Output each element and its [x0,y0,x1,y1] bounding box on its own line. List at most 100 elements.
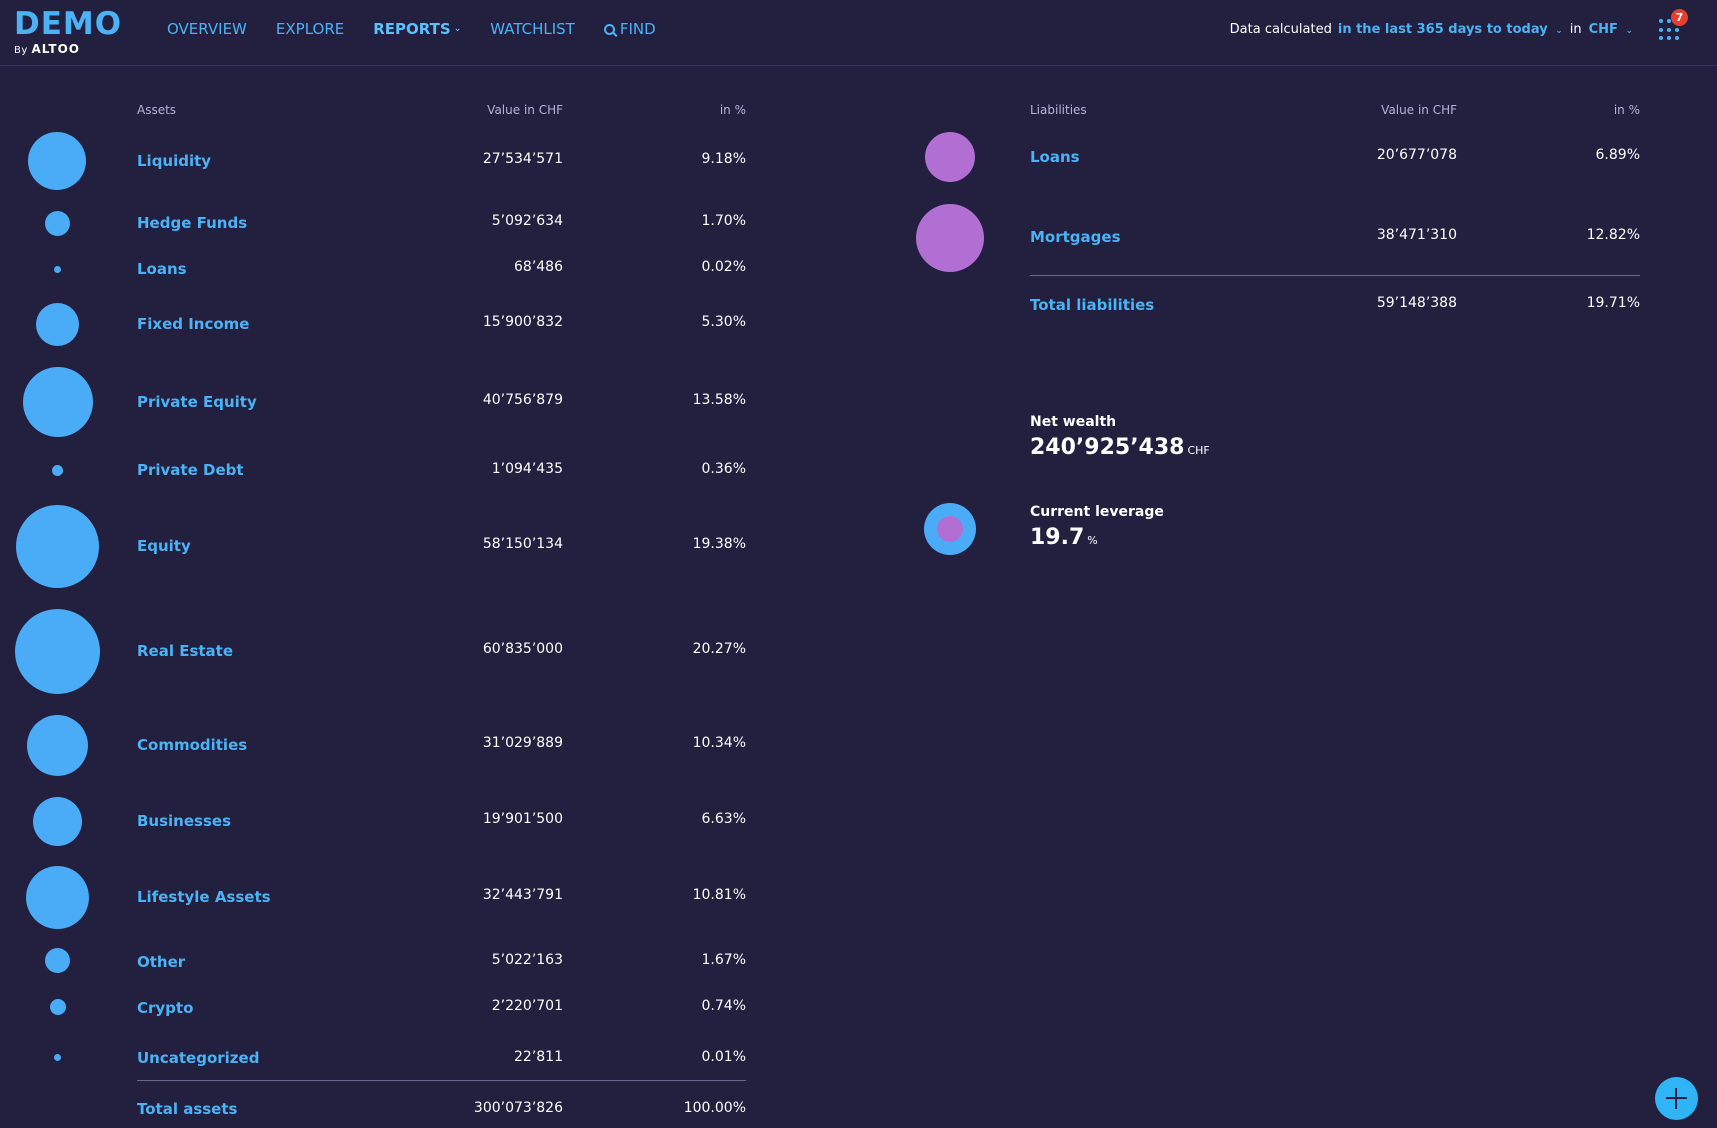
asset-bubble-loans[interactable] [54,266,61,273]
asset-pct-private-debt: 0.36% [701,461,746,477]
logo[interactable]: DEMO By ALTOO [14,7,122,56]
asset-bubble-liquidity[interactable] [28,132,86,190]
asset-row-private-equity[interactable]: Private Equity [137,393,257,411]
asset-bubble-private-equity[interactable] [23,367,93,437]
asset-row-liquidity[interactable]: Liquidity [137,152,212,170]
asset-row-hedge-funds[interactable]: Hedge Funds [137,214,248,232]
assets-divider [137,1080,746,1081]
asset-bubble-lifestyle-assets[interactable] [26,866,89,929]
asset-row-private-debt[interactable]: Private Debt [137,461,244,479]
asset-pct-hedge-funds: 1.70% [701,213,746,229]
grid-dot-icon [1659,19,1663,23]
assets-header-value: Value in CHF [487,103,563,117]
liabilities-header-pct: in % [1613,103,1640,117]
liability-bubble-mortgages[interactable] [916,204,984,272]
asset-row-fixed-income[interactable]: Fixed Income [137,315,250,333]
asset-value-hedge-funds: 5’092’634 [491,213,563,229]
liability-row-loans[interactable]: Loans [1030,148,1080,166]
currency-label: CHF [1588,22,1618,37]
asset-bubble-businesses[interactable] [33,797,82,846]
nav-reports-label: REPORTS [373,20,451,38]
asset-bubble-hedge-funds[interactable] [45,211,70,236]
top-bar: DEMO By ALTOO OVERVIEW EXPLORE REPORTS ⌄… [0,0,1717,66]
asset-row-real-estate[interactable]: Real Estate [137,642,234,660]
asset-row-lifestyle-assets[interactable]: Lifestyle Assets [137,888,271,906]
chevron-down-icon: ⌄ [1555,26,1563,36]
period-dropdown[interactable]: in the last 365 days to today ⌄ [1338,22,1563,37]
logo-sub: By ALTOO [14,42,122,56]
grid-dot-icon [1667,19,1671,23]
liability-value-total: 59’148’388 [1376,295,1457,311]
asset-bubble-commodities[interactable] [27,715,88,776]
logo-main: DEMO [14,6,123,42]
liability-row-mortgages[interactable]: Mortgages [1030,228,1121,246]
asset-value-lifestyle-assets: 32’443’791 [482,887,563,903]
grid-dot-icon [1675,36,1679,41]
logo-brand: ALTOO [31,42,81,56]
nav-overview-label: OVERVIEW [167,20,247,38]
currency-dropdown[interactable]: CHF ⌄ [1589,22,1633,37]
asset-row-businesses[interactable]: Businesses [137,812,231,830]
asset-row-uncategorized[interactable]: Uncategorized [137,1049,260,1067]
nav-reports[interactable]: REPORTS ⌄ [373,20,461,38]
notification-badge[interactable]: 7 [1671,9,1688,26]
nav-find[interactable]: FIND [603,20,656,38]
asset-row-loans[interactable]: Loans [137,260,187,278]
assets-header-name: Assets [137,103,177,117]
nav-find-label: FIND [619,20,656,38]
net-wealth-unit: CHF [1187,444,1210,457]
chevron-down-icon: ⌄ [1625,26,1633,36]
asset-row-other[interactable]: Other [137,953,186,971]
add-button[interactable] [1655,1077,1698,1120]
grid-dot-icon [1667,36,1671,41]
leverage-donut-core [937,516,963,542]
leverage-unit: % [1087,534,1098,547]
liability-pct-mortgages: 12.82% [1586,227,1640,243]
asset-pct-private-equity: 13.58% [692,392,746,408]
asset-pct-crypto: 0.74% [701,998,746,1014]
liability-row-total[interactable]: Total liabilities [1030,296,1155,314]
grid-dot-icon [1659,36,1663,41]
net-wealth-value: 240’925’438 CHF [1030,435,1210,460]
asset-row-total[interactable]: Total assets [137,1100,238,1118]
asset-value-businesses: 19’901’500 [482,811,563,827]
asset-value-real-estate: 60’835’000 [482,641,563,657]
asset-bubble-other[interactable] [45,948,70,973]
liability-pct-loans: 6.89% [1595,147,1640,163]
asset-value-commodities: 31’029’889 [482,735,563,751]
calc-label: Data calculated [1229,22,1332,37]
grid-dot-icon [1659,27,1663,32]
asset-bubble-equity[interactable] [16,505,99,588]
asset-row-crypto[interactable]: Crypto [137,999,194,1017]
nav-watchlist[interactable]: WATCHLIST [490,20,575,38]
leverage-label: Current leverage [1030,504,1164,520]
calc-in: in [1569,22,1582,37]
asset-row-commodities[interactable]: Commodities [137,736,248,754]
asset-value-liquidity: 27’534’571 [482,151,563,167]
main-nav: OVERVIEW EXPLORE REPORTS ⌄ WATCHLIST FIN… [167,20,685,38]
leverage-amount: 19.7 [1030,525,1085,550]
net-wealth-label: Net wealth [1030,414,1117,430]
nav-explore-label: EXPLORE [275,20,345,38]
chevron-down-icon: ⌄ [453,24,462,34]
period-label: in the last 365 days to today [1337,22,1548,37]
asset-pct-other: 1.67% [701,952,746,968]
asset-value-loans: 68’486 [514,259,563,275]
liability-value-loans: 20’677’078 [1376,147,1457,163]
assets-header-pct: in % [719,103,746,117]
asset-row-equity[interactable]: Equity [137,537,191,555]
asset-value-other: 5’022’163 [491,952,563,968]
asset-value-private-equity: 40’756’879 [482,392,563,408]
asset-pct-uncategorized: 0.01% [701,1049,746,1065]
asset-bubble-fixed-income[interactable] [36,303,79,346]
net-wealth-amount: 240’925’438 [1030,435,1185,460]
nav-overview[interactable]: OVERVIEW [167,20,247,38]
asset-bubble-uncategorized[interactable] [54,1054,61,1061]
asset-bubble-private-debt[interactable] [52,465,63,476]
liability-bubble-loans[interactable] [925,132,975,182]
asset-pct-equity: 19.38% [692,536,746,552]
asset-bubble-real-estate[interactable] [15,609,100,694]
nav-explore[interactable]: EXPLORE [276,20,344,38]
nav-watchlist-label: WATCHLIST [490,20,575,38]
asset-bubble-crypto[interactable] [50,999,66,1015]
